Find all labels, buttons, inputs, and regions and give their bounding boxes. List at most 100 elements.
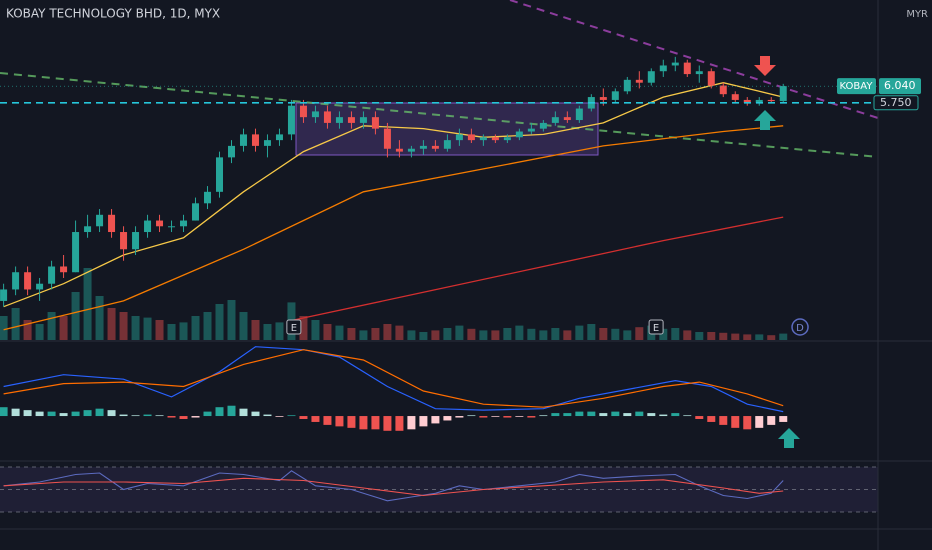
candle-body [108,214,116,233]
volume-bar [467,328,476,340]
candle-body [407,148,415,152]
volume-bar [23,320,32,340]
histogram-bar [575,411,584,417]
volume-bar [107,308,116,340]
candle-body [60,266,68,273]
histogram-bar [551,413,560,417]
indicator-line [291,216,784,322]
trend-line [0,72,879,158]
candle-body [192,203,200,221]
volume-bar [119,312,128,340]
indicator-line [3,349,784,408]
volume-bar [0,316,8,340]
volume-bar [143,317,152,340]
histogram-bar [323,416,332,425]
candle-body [743,99,751,103]
price-label: 6.040 [884,79,916,92]
candle-body [719,85,727,95]
candle-body [275,134,283,141]
candle-body [144,220,152,233]
event-badge [791,318,809,336]
volume-bar [395,325,404,340]
volume-bar [383,324,392,340]
volume-bar [359,330,368,340]
volume-bar [623,330,632,340]
volume-bar [95,296,104,340]
event-badge [286,319,302,335]
volume-bar [347,328,356,340]
volume-bar [695,332,704,340]
candle-body [96,214,104,227]
event-label: E [653,323,659,334]
volume-bar [563,330,572,340]
candle-body [383,128,391,149]
candle-body [599,97,607,100]
candle-body [575,108,583,121]
volume-bar [167,324,176,340]
volume-bar [215,304,224,340]
histogram-bar [215,407,224,417]
histogram-bar [275,416,284,417]
level-label: 5.750 [880,96,912,109]
histogram-bar [635,411,644,417]
candle-body [287,105,295,135]
indicator-line [3,477,784,497]
histogram-bar [71,411,80,417]
candle-body [683,62,691,75]
volume-bar [443,328,452,340]
histogram-bar [587,411,596,417]
histogram-bar [443,416,452,421]
candle-body [24,272,32,290]
volume-bar [47,312,56,340]
histogram-bar [263,414,272,417]
volume-bar [227,300,236,340]
candle-body [84,226,92,233]
histogram-bar [239,408,248,417]
symbol-label: KOBAY [840,81,874,92]
candle-body [323,111,331,123]
volume-bar [719,332,728,340]
candle-body [635,79,643,83]
histogram-bar [671,413,680,417]
volume-bar [131,316,140,340]
histogram-bar [527,416,536,418]
volume-bar [731,333,740,340]
symbol-tag [837,78,876,95]
histogram-bar [743,416,752,430]
volume-bar [71,292,80,340]
candle-body [72,232,80,273]
volume-bar [767,335,776,340]
histogram-bar [131,415,140,417]
volume-bar [431,330,440,340]
volume-bar [575,325,584,340]
candle-body [767,99,775,102]
candle-body [623,79,631,92]
histogram-bar [647,413,656,417]
histogram-bar [227,405,236,417]
histogram-bar [491,416,500,417]
volume-bar [371,328,380,340]
histogram-bar [515,416,524,417]
volume-bar [83,268,92,340]
candle-body [12,272,20,290]
volume-bar [779,333,788,340]
candle-body [431,145,439,149]
candle-body [695,71,703,75]
candle-body [527,128,535,132]
indicator-line [3,82,784,308]
candle-body [779,86,787,102]
volume-bar [35,324,44,340]
histogram-bar [755,416,764,428]
volume-bar [179,322,188,340]
histogram-bar [359,416,368,430]
histogram-bar [683,415,692,417]
histogram-bar [563,413,572,417]
volume-bar [419,332,428,340]
trend-line [509,0,879,119]
histogram-bar [347,416,356,428]
indicator-line [3,125,784,331]
level-tag [873,95,919,111]
candle-body [299,105,307,118]
